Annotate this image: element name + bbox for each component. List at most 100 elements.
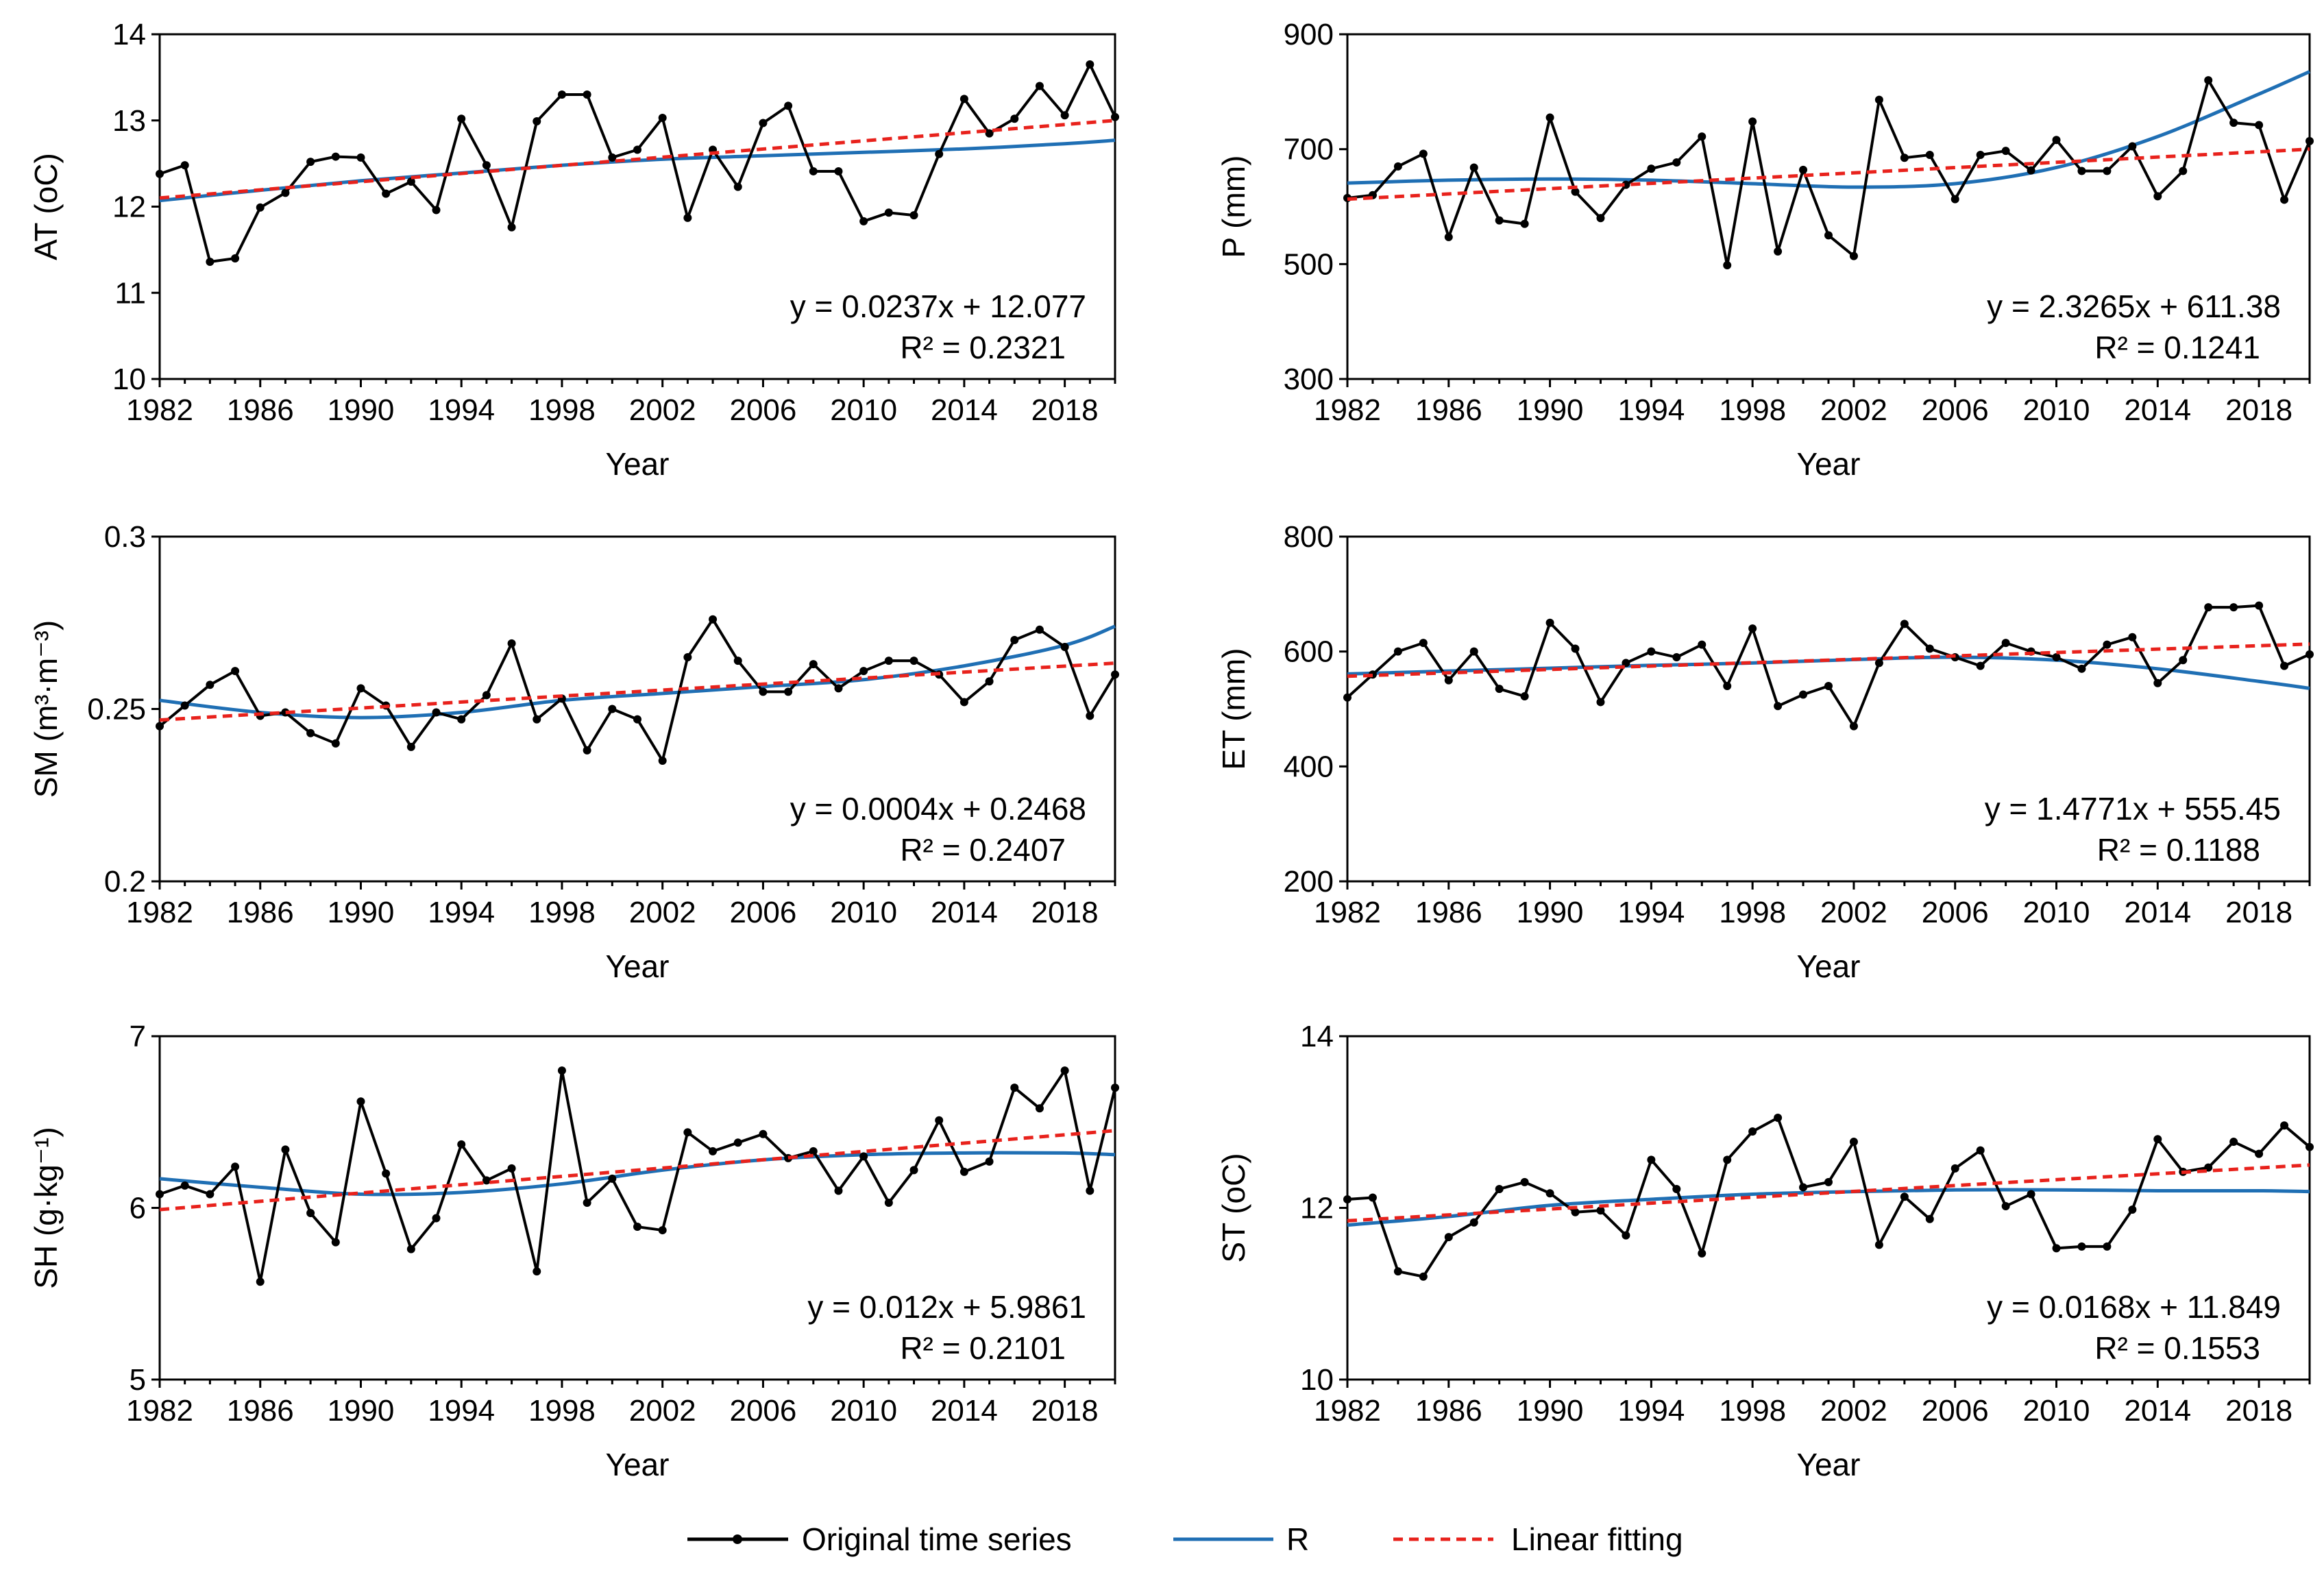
x-tick-label: 1998 bbox=[528, 1394, 596, 1428]
x-tick-label: 2014 bbox=[2124, 896, 2191, 929]
x-tick-label: 1998 bbox=[528, 896, 596, 929]
series-original-point bbox=[759, 687, 768, 696]
series-original-point bbox=[156, 169, 164, 178]
x-tick-label: 2002 bbox=[629, 393, 696, 427]
series-original-point bbox=[1111, 1084, 1119, 1092]
y-axis-label: SM (m³·m⁻³) bbox=[28, 620, 64, 798]
equation-label: y = 2.3265x + 611.38 bbox=[1987, 289, 2281, 324]
series-original-point bbox=[2305, 650, 2314, 659]
series-original-point bbox=[1824, 681, 1833, 690]
x-tick-label: 1994 bbox=[1617, 393, 1685, 427]
series-original-point bbox=[935, 149, 944, 158]
x-tick-label: 2018 bbox=[2225, 896, 2292, 929]
series-original-point bbox=[1622, 180, 1630, 189]
series-original-point bbox=[1495, 1184, 1504, 1193]
y-tick-label: 14 bbox=[1300, 1020, 1334, 1053]
series-original-point bbox=[1520, 1177, 1529, 1186]
series-original-point bbox=[2027, 1190, 2035, 1199]
legend-linear-label: Linear fitting bbox=[1511, 1521, 1683, 1557]
x-tick-label: 2002 bbox=[1820, 1394, 1887, 1428]
series-original-point bbox=[507, 639, 516, 648]
series-original-point bbox=[507, 223, 516, 232]
series-original-point bbox=[231, 254, 240, 262]
series-original-point bbox=[1774, 1113, 1783, 1122]
series-original-point bbox=[1950, 195, 1959, 204]
r-squared-label: R² = 0.1188 bbox=[2097, 832, 2260, 868]
y-tick-label: 500 bbox=[1284, 247, 1334, 281]
x-tick-label: 2018 bbox=[1031, 896, 1099, 929]
series-original-point bbox=[2204, 603, 2213, 612]
series-original-point bbox=[985, 677, 994, 686]
series-original-point bbox=[1698, 640, 1707, 649]
series-original-point bbox=[2179, 656, 2188, 665]
x-tick-label: 1982 bbox=[1314, 393, 1381, 427]
series-original-point bbox=[733, 1138, 742, 1147]
series-original-point bbox=[2153, 678, 2162, 687]
series-original-point bbox=[432, 1214, 441, 1223]
x-tick-label: 1986 bbox=[227, 1394, 294, 1428]
series-original-point bbox=[1596, 214, 1605, 223]
series-original-point bbox=[809, 660, 818, 669]
series-original-point bbox=[709, 1147, 718, 1155]
series-original-point bbox=[256, 203, 265, 212]
series-linear-line bbox=[159, 1129, 1116, 1212]
series-original-point bbox=[356, 153, 365, 162]
x-tick-label: 2002 bbox=[629, 1394, 696, 1428]
y-tick-label: 13 bbox=[112, 104, 146, 138]
series-r-line bbox=[159, 624, 1116, 720]
x-tick-label: 2002 bbox=[1820, 393, 1887, 427]
series-original-point bbox=[1086, 60, 1094, 69]
y-axis-label: P (mm) bbox=[1216, 156, 1251, 258]
series-original-point bbox=[156, 722, 164, 731]
series-original-point bbox=[959, 1167, 968, 1176]
series-original-line bbox=[159, 63, 1116, 263]
series-original-point bbox=[482, 161, 491, 170]
x-tick-label: 1986 bbox=[227, 393, 294, 427]
series-original-point bbox=[256, 1277, 265, 1286]
series-original-point bbox=[1469, 163, 1478, 172]
x-axis-label: Year bbox=[1797, 1447, 1861, 1482]
series-original-point bbox=[1900, 154, 1909, 162]
series-original-point bbox=[2305, 1142, 2314, 1151]
equation-label: y = 0.0237x + 12.077 bbox=[790, 289, 1086, 324]
equation-label: y = 0.0168x + 11.849 bbox=[1987, 1289, 2281, 1325]
series-original-point bbox=[859, 1152, 868, 1161]
plot-frame bbox=[158, 33, 1116, 380]
plot-frame bbox=[158, 1035, 1116, 1381]
x-tick-label: 2014 bbox=[931, 896, 998, 929]
y-tick-label: 900 bbox=[1284, 18, 1334, 51]
panel-1: 10 11 12 13 14 1982 1986 1990 1994 1998 2002 2006 20… bbox=[28, 18, 1119, 482]
y-tick-label: 400 bbox=[1284, 750, 1334, 783]
series-original-point bbox=[1596, 1206, 1605, 1215]
x-tick-label: 2006 bbox=[1922, 1394, 1989, 1428]
series-original-point bbox=[1035, 82, 1044, 90]
series-original-point bbox=[1774, 247, 1783, 256]
series-original-point bbox=[2153, 192, 2162, 201]
series-original-point bbox=[406, 178, 415, 186]
series-original-point bbox=[533, 1267, 541, 1276]
series-original-point bbox=[1647, 1155, 1656, 1164]
x-axis-label: Year bbox=[606, 446, 670, 482]
series-original-point bbox=[1393, 1267, 1402, 1276]
series-original-point bbox=[1035, 1104, 1044, 1113]
series-original-point bbox=[1495, 685, 1504, 694]
y-tick-label: 200 bbox=[1284, 865, 1334, 898]
series-original-point bbox=[608, 705, 617, 713]
series-original-point bbox=[1799, 1183, 1808, 1192]
series-original-point bbox=[457, 715, 466, 724]
series-original-point bbox=[1774, 702, 1783, 711]
series-original-point bbox=[281, 1145, 290, 1154]
series-original-point bbox=[1672, 158, 1681, 167]
series-original-line bbox=[1347, 1116, 2311, 1278]
y-axis-label: ST (oC) bbox=[1216, 1153, 1251, 1262]
series-original-point bbox=[382, 1169, 391, 1178]
series-original-point bbox=[557, 90, 566, 99]
series-original-point bbox=[1343, 693, 1351, 702]
series-original-point bbox=[884, 1198, 893, 1207]
series-original-point bbox=[406, 1245, 415, 1253]
series-original-point bbox=[1849, 252, 1858, 260]
series-original-point bbox=[935, 1116, 944, 1125]
series-original-point bbox=[2153, 1135, 2162, 1144]
series-original-point bbox=[2128, 142, 2137, 151]
